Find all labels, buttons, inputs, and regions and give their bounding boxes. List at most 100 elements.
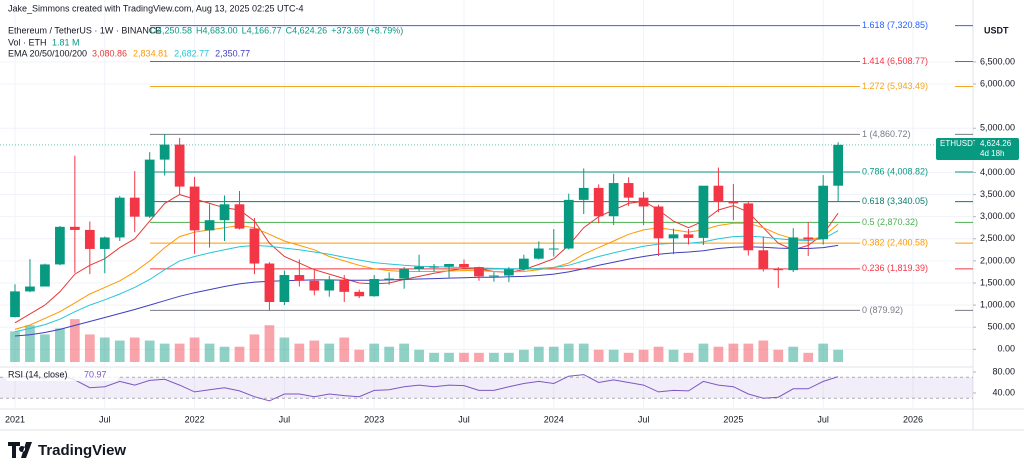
y-tick-label: 1,000.00 — [980, 299, 1015, 309]
candle-body — [69, 226, 80, 230]
volume-bar — [818, 343, 829, 362]
ohlc-value: O4,250.58 — [150, 25, 192, 35]
volume-bar — [384, 346, 395, 362]
rsi-tick-label: 80.00 — [992, 366, 1015, 376]
candle-body — [563, 199, 574, 249]
candle-body — [803, 237, 814, 240]
candle-body — [294, 275, 305, 281]
ohlc-value: +373.69 (+8.79%) — [331, 25, 403, 35]
candle-body — [429, 266, 439, 268]
rsi-tick-label: 40.00 — [992, 387, 1015, 397]
volume-bar — [234, 346, 245, 362]
volume-bar — [698, 343, 709, 362]
volume-bar — [578, 343, 589, 362]
currency: USDT — [984, 25, 1009, 35]
fib-label: 1.618 (7,320.85) — [862, 20, 928, 30]
candle-body — [459, 263, 469, 268]
ema-label: EMA 20/50/100/200 — [8, 48, 87, 58]
candle-body — [354, 291, 365, 297]
axes: 0.00 500.00 1,000.00 1,500.00 2,000.00 2,500.… — [5, 56, 1015, 424]
candle-body — [234, 204, 245, 229]
volume-bar — [683, 352, 694, 362]
ema-line — [14, 230, 839, 333]
candle-body — [25, 286, 35, 292]
candle-body — [309, 280, 320, 291]
volume-bar — [444, 352, 454, 362]
volume-bar — [324, 343, 335, 362]
x-tick-label: Jul — [458, 414, 470, 424]
candle-body — [489, 275, 499, 277]
credit: Jake_Simmons created with TradingView.co… — [8, 3, 304, 13]
fib-label: 1 (4,860.72) — [862, 129, 911, 139]
volume-bar — [264, 325, 275, 362]
volume-bar — [204, 343, 215, 362]
ema-legend: 3,080.86 2,834.81 2,682.77 2,350.77 — [92, 48, 250, 58]
volume-bar — [339, 337, 350, 362]
volume-bar — [144, 340, 155, 362]
volume-bar — [399, 343, 409, 362]
logo-icon — [8, 442, 32, 458]
volume-bar — [653, 346, 664, 362]
candle-body — [578, 187, 589, 200]
x-tick-label: 2022 — [185, 414, 205, 424]
candle-body — [129, 197, 140, 217]
volume-bar — [189, 337, 200, 362]
fib-label: 1.272 (5,943.49) — [862, 81, 928, 91]
y-tick-label: 3,500.00 — [980, 189, 1015, 199]
candle-body — [279, 275, 290, 303]
volume-bar — [10, 331, 20, 362]
y-tick-label: 1,500.00 — [980, 277, 1015, 287]
candle-body — [683, 234, 694, 238]
candle-body — [399, 268, 409, 279]
volume-bar — [429, 352, 439, 362]
candle-body — [384, 278, 395, 280]
candle-body — [474, 267, 484, 277]
rsi-legend-bg — [6, 369, 118, 381]
candle-body — [728, 202, 739, 204]
candle-body — [713, 185, 724, 203]
candle-body — [533, 248, 544, 259]
candle-body — [114, 197, 125, 238]
candle-body — [174, 144, 185, 187]
volume-bar — [773, 349, 784, 362]
volume-bar — [638, 349, 649, 362]
volume-bar — [623, 352, 634, 362]
y-tick-label: 500.00 — [987, 322, 1015, 332]
volume-bar — [548, 346, 559, 362]
ema-value: 2,834.81 — [133, 48, 168, 58]
y-tick-label: 5,000.00 — [980, 123, 1015, 133]
vol-value: 1.81 M — [52, 37, 80, 47]
x-tick-label: Jul — [279, 414, 291, 424]
fib-label: 1.414 (6,508.77) — [862, 56, 928, 66]
y-tick-label: 0.00 — [997, 344, 1015, 354]
candle-body — [324, 279, 335, 291]
badge-symbol: ETHUSDT — [940, 139, 978, 148]
badge-price: 4,624.26 — [980, 139, 1012, 148]
x-tick-label: Jul — [638, 414, 650, 424]
volume-bar — [294, 343, 305, 362]
fib-label: 0.382 (2,400.58) — [862, 238, 928, 248]
ohlc-legend: O4,250.58 H4,683.00 L4,166.77 C4,624.26 +373… — [150, 25, 403, 35]
volume-bar — [713, 346, 724, 362]
candle-body — [758, 250, 769, 269]
y-tick-label: 2,500.00 — [980, 233, 1015, 243]
ema-line — [14, 244, 839, 337]
candle-body — [608, 183, 619, 217]
brand: TradingView — [38, 442, 126, 459]
ema-value: 2,682.77 — [174, 48, 209, 58]
fib-label: 0.236 (1,819.39) — [862, 263, 928, 273]
rsi-line — [14, 374, 839, 402]
y-tick-label: 6,500.00 — [980, 56, 1015, 66]
vol-label: Vol · ETH — [8, 37, 47, 47]
volume-bar — [219, 346, 230, 362]
candle-body — [144, 159, 155, 217]
fib-label: 0.5 (2,870.32) — [862, 217, 918, 227]
rsi-band — [0, 377, 973, 399]
y-tick-label: 4,000.00 — [980, 167, 1015, 177]
candle-body — [204, 220, 215, 231]
candle-body — [189, 186, 200, 231]
candle-body — [833, 144, 844, 186]
fib-label: 0.618 (3,340.05) — [862, 196, 928, 206]
